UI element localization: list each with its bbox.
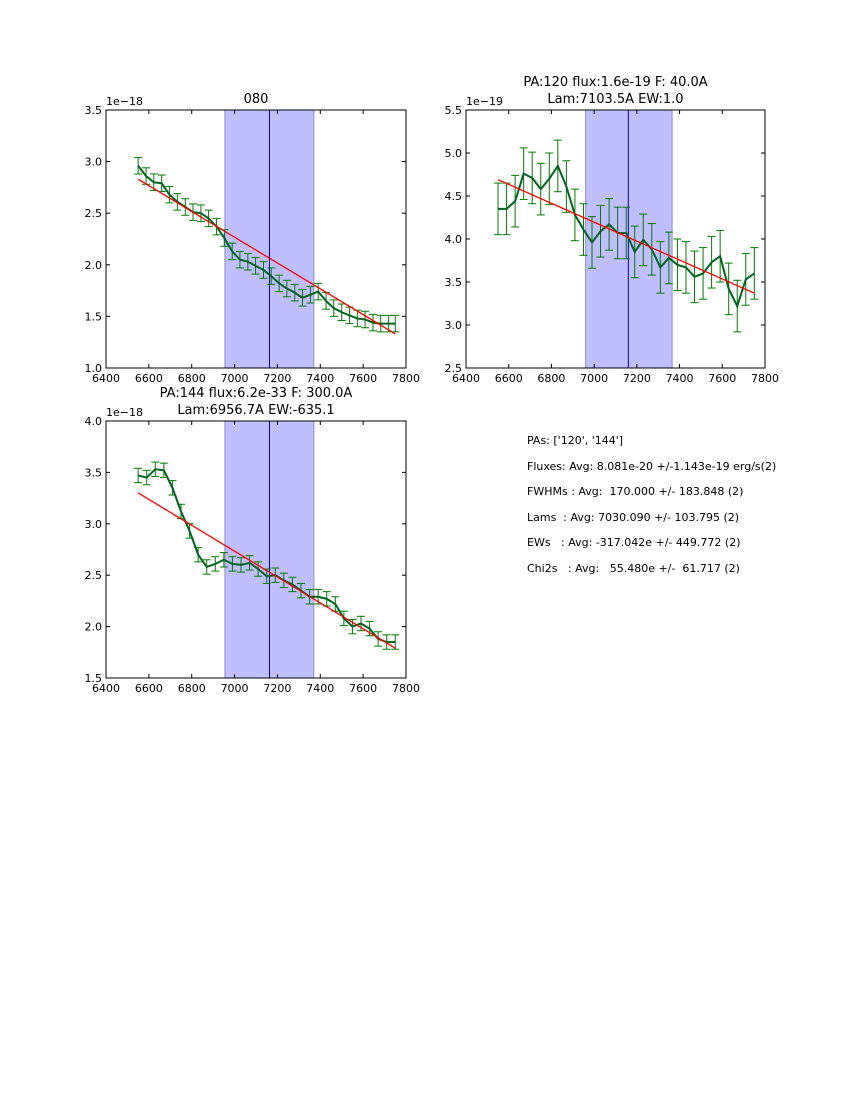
y-tick-label: 3.0 bbox=[445, 319, 463, 332]
y-tick-label: 3.5 bbox=[85, 466, 103, 479]
y-tick-label: 3.0 bbox=[85, 156, 103, 169]
y-tick-label: 5.0 bbox=[445, 147, 463, 160]
x-tick-label: 7400 bbox=[666, 372, 694, 385]
subplot-pa144: 6400 6600 6800 7000 7200 7400 7600 7800 1.5 2.0 2.… bbox=[85, 386, 421, 695]
chart-subtitle: Lam:6956.7A EW:-635.1 bbox=[177, 403, 334, 418]
y-tick-label: 2.0 bbox=[85, 621, 103, 634]
chart-title: 080 bbox=[244, 92, 269, 107]
y-tick-label: 3.5 bbox=[445, 276, 463, 289]
x-tick-label: 6800 bbox=[178, 682, 206, 695]
x-tick-label: 6600 bbox=[495, 372, 523, 385]
x-tick-label: 6800 bbox=[178, 372, 206, 385]
y-tick-label: 4.0 bbox=[85, 415, 103, 428]
y-tick-label: 5.5 bbox=[445, 104, 463, 117]
y-tick-label: 3.0 bbox=[85, 518, 103, 531]
subplot-080: 6400 6600 6800 7000 7200 7400 7600 7800 1.0 1.5 2.… bbox=[85, 92, 421, 385]
x-tick-label: 7000 bbox=[221, 682, 249, 695]
x-tick-label: 7600 bbox=[708, 372, 736, 385]
y-tick-label: 2.5 bbox=[445, 362, 463, 375]
x-tick-label: 7600 bbox=[349, 682, 377, 695]
x-tick-label: 7200 bbox=[263, 682, 291, 695]
x-tick-label: 6600 bbox=[135, 372, 163, 385]
y-tick-label: 4.0 bbox=[445, 233, 463, 246]
x-tick-label: 6400 bbox=[92, 682, 120, 695]
axes-frame bbox=[105, 109, 407, 369]
chart-subtitle: Lam:7103.5A EW:1.0 bbox=[547, 92, 683, 107]
summary-fwhms: FWHMs : Avg: 170.000 +/- 183.848 (2) bbox=[527, 485, 744, 499]
x-tick-label: 7400 bbox=[306, 682, 334, 695]
y-tick-label: 1.0 bbox=[85, 362, 103, 375]
x-tick-label: 7800 bbox=[751, 372, 779, 385]
x-tick-label: 7600 bbox=[349, 372, 377, 385]
y-tick-label: 2.5 bbox=[85, 207, 103, 220]
summary-fluxes: Fluxes: Avg: 8.081e-20 +/-1.143e-19 erg/… bbox=[527, 459, 777, 473]
chart-title: PA:144 flux:6.2e-33 F: 300.0A bbox=[160, 386, 353, 401]
y-tick-label: 3.5 bbox=[85, 104, 103, 117]
x-tick-label: 6600 bbox=[135, 682, 163, 695]
fit-line bbox=[137, 492, 396, 649]
x-tick-label: 7200 bbox=[263, 372, 291, 385]
fit-line bbox=[497, 179, 755, 294]
y-offset-label: 1e−19 bbox=[466, 95, 503, 108]
y-tick-label: 2.0 bbox=[85, 259, 103, 272]
x-tick-label: 7400 bbox=[306, 372, 334, 385]
y-tick-label: 1.5 bbox=[85, 672, 103, 685]
series-spectrum-line bbox=[137, 468, 396, 644]
x-tick-label: 7200 bbox=[623, 372, 651, 385]
x-tick-label: 7800 bbox=[392, 682, 420, 695]
summary-lams: Lams : Avg: 7030.090 +/- 103.795 (2) bbox=[527, 510, 740, 524]
subplot-pa120: 6400 6600 6800 7000 7200 7400 7600 7800 2.5 3.0 3.… bbox=[445, 75, 780, 385]
summary-panel: PAs: ['120', '144'] Fluxes: Avg: 8.081e-… bbox=[527, 434, 776, 588]
x-tick-label: 7000 bbox=[221, 372, 249, 385]
x-tick-label: 7000 bbox=[580, 372, 608, 385]
y-offset-label: 1e−18 bbox=[106, 406, 143, 419]
fit-line bbox=[137, 178, 396, 335]
y-tick-label: 1.5 bbox=[85, 310, 103, 323]
x-tick-label: 6400 bbox=[92, 372, 120, 385]
x-tick-label: 6400 bbox=[452, 372, 480, 385]
axes-frame bbox=[105, 420, 407, 679]
summary-ews: EWs : Avg: -317.042e +/- 449.772 (2) bbox=[527, 536, 741, 550]
y-offset-label: 1e−18 bbox=[106, 95, 143, 108]
chart-title: PA:120 flux:1.6e-19 F: 40.0A bbox=[523, 75, 707, 90]
summary-chi2s: Chi2s : Avg: 55.480e +/- 61.717 (2) bbox=[527, 561, 740, 575]
series-spectrum-line bbox=[498, 163, 755, 309]
x-tick-label: 7800 bbox=[392, 372, 420, 385]
y-tick-label: 2.5 bbox=[85, 569, 103, 582]
summary-pas: PAs: ['120', '144'] bbox=[527, 434, 624, 447]
y-tick-label: 4.5 bbox=[445, 190, 463, 203]
x-tick-label: 6800 bbox=[537, 372, 565, 385]
